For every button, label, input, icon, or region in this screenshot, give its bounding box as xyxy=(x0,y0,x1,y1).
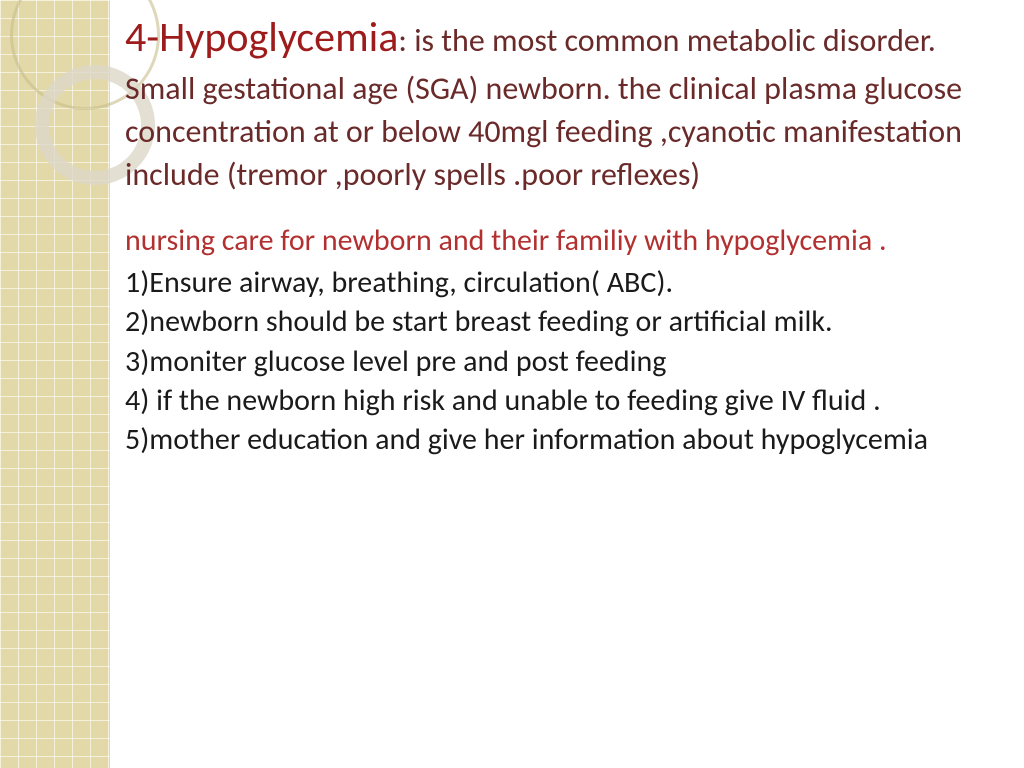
list-item: 2)newborn should be start breast feeding… xyxy=(125,304,1004,339)
title-block: 4-Hypoglycemia: is the most common metab… xyxy=(125,10,1004,196)
list-item: 3)moniter glucose level pre and post fee… xyxy=(125,344,1004,379)
list-item: 1)Ensure airway, breathing, circulation(… xyxy=(125,265,1004,300)
subtitle: nursing care for newborn and their famil… xyxy=(125,224,1004,259)
list-item: 5)mother education and give her informat… xyxy=(125,422,1004,457)
title-main: 4-Hypoglycemia xyxy=(125,12,398,63)
slide-content: 4-Hypoglycemia: is the most common metab… xyxy=(125,10,1004,462)
list-item: 4) if the newborn high risk and unable t… xyxy=(125,383,1004,418)
